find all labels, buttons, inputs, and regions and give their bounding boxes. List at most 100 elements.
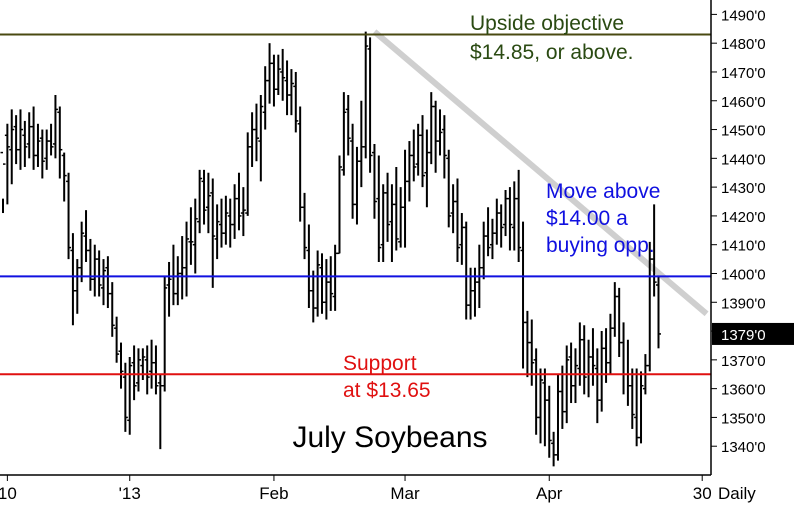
ohlc-bar (420, 115, 426, 188)
annotations-layer: July Soybeans Upside objective $14.85, or… (292, 12, 660, 454)
annotation-line: Support (343, 352, 417, 375)
ohlc-bar (446, 149, 452, 228)
y-tick-label: 1430'0 (721, 180, 766, 197)
ohlc-bar (131, 345, 137, 401)
ohlc-bar (441, 115, 447, 179)
annotation-line: at $13.65 (343, 379, 431, 402)
ohlc-bar (498, 204, 504, 248)
ohlc-bar (651, 204, 657, 297)
annotation-line: Upside objective (470, 12, 624, 35)
x-tick-label: 10 (0, 484, 17, 503)
period-label: Daily (718, 484, 756, 503)
y-tick-label: 1480'0 (721, 36, 766, 53)
last-price-label: 1379'0 (721, 327, 766, 344)
ohlc-bar (240, 187, 246, 237)
lines-layer (0, 33, 711, 376)
ohlc-bar (572, 348, 578, 404)
ohlc-bar (288, 69, 294, 116)
ohlc-bar (127, 356, 133, 435)
y-tick-label: 1360'0 (721, 382, 766, 399)
ohlc-bar (656, 276, 661, 349)
ohlc-bar (22, 120, 28, 167)
annotation-line: $14.00 a (546, 207, 628, 230)
y-tick-label: 1420'0 (721, 209, 766, 226)
annotation-line: buying opp. (546, 234, 655, 257)
ohlc-bar (17, 109, 23, 170)
ohlc-bar (581, 325, 587, 395)
ohlc-bar (79, 221, 85, 283)
ohlc-bar (336, 155, 342, 255)
y-tick-label: 1350'0 (721, 410, 766, 427)
ohlc-bar (385, 172, 391, 242)
ohlc-bar (293, 71, 299, 133)
ohlc-bar (411, 129, 417, 182)
x-tick-label: Mar (390, 484, 420, 503)
y-tick-label: 1410'0 (721, 238, 766, 255)
bars-layer (0, 29, 709, 467)
ohlc-bar (223, 195, 229, 245)
ohlc-bar (197, 169, 203, 234)
ohlc-bar (485, 207, 491, 257)
support-annotation: Support at $13.65 (343, 352, 431, 402)
chart-title: July Soybeans (292, 421, 487, 454)
ohlc-bar (371, 143, 377, 219)
ohlc-bar (214, 204, 220, 260)
ohlc-bar (629, 368, 635, 429)
ohlc-bar (590, 328, 596, 386)
ohlc-bar (4, 123, 10, 205)
x-tick-label: Apr (536, 484, 563, 503)
ohlc-bar (328, 256, 334, 311)
ohlc-bar (96, 250, 102, 297)
ohlc-bar (61, 152, 67, 202)
y-tick-label: 1490'0 (721, 7, 766, 24)
upside-objective-annotation: Upside objective $14.85, or above. (470, 12, 633, 64)
ohlc-bar (66, 172, 72, 260)
y-tick-label: 1400'0 (721, 266, 766, 283)
ohlc-bar (253, 103, 259, 162)
y-tick-label: 1450'0 (721, 123, 766, 140)
ohlc-bar (302, 192, 308, 260)
ohlc-bar (166, 261, 172, 317)
annotation-line: Move above (546, 180, 660, 203)
y-tick-label: 1460'0 (721, 94, 766, 111)
ohlc-bar (109, 282, 115, 337)
ohlc-bar (118, 342, 124, 389)
ohlc-bar (101, 259, 107, 306)
annotation-line: $14.85, or above. (470, 41, 633, 64)
ohlc-bar (144, 345, 150, 395)
ohlc-bar (367, 37, 373, 173)
ohlc-bar (201, 169, 207, 225)
ohlc-bar (345, 95, 351, 156)
ohlc-bar (210, 178, 216, 288)
ohlc-bar (546, 385, 552, 458)
ohlc-bar (48, 123, 54, 156)
ohlc-bar (258, 95, 264, 182)
ohlc-bar (57, 106, 63, 179)
last-price-box (712, 322, 794, 345)
ohlc-bar (454, 178, 460, 262)
ohlc-bar (0, 151, 6, 214)
x-tick-label: '13 (119, 484, 141, 503)
y-tick-label: 1470'0 (721, 65, 766, 82)
ohlc-bar (275, 54, 281, 95)
ohlc-bar (280, 48, 286, 101)
ohlc-bar (153, 345, 159, 395)
y-tick-label: 1370'0 (721, 353, 766, 370)
ohlc-bar (538, 368, 544, 444)
ohlc-bar (192, 198, 198, 274)
x-tick-label: Feb (259, 484, 288, 503)
ohlc-bar (393, 166, 399, 251)
ohlc-bar (341, 92, 347, 176)
ohlc-bar (236, 172, 242, 231)
ohlc-bar (114, 316, 120, 363)
ohlc-bar (315, 250, 321, 317)
ohlc-bar (376, 155, 382, 262)
ohlc-bar (52, 95, 58, 159)
axis-layer: Daily 1340'01350'01360'01370'01380'01390… (0, 0, 794, 503)
ohlc-bar (564, 345, 570, 424)
trendline (372, 29, 709, 317)
ohlc-bar (507, 187, 513, 251)
